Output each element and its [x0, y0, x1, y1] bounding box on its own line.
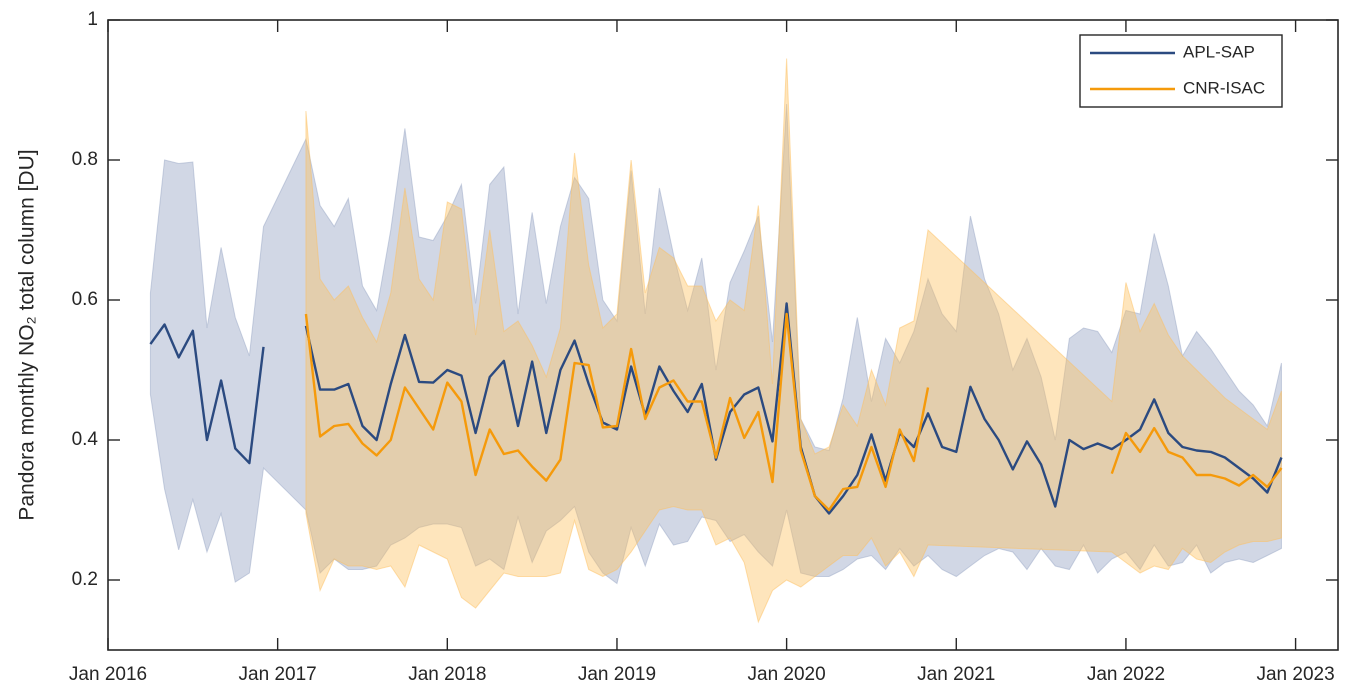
- band: [149, 103, 1282, 585]
- x-tick-label: Jan 2017: [239, 664, 317, 685]
- y-tick-label: 0.4: [72, 429, 99, 450]
- legend-label: CNR-ISAC: [1183, 78, 1265, 97]
- x-tick-label: Jan 2023: [1256, 664, 1334, 685]
- legend-label: APL-SAP: [1183, 42, 1255, 61]
- plot-frame: [107, 19, 1339, 651]
- legend-box: [1079, 34, 1283, 108]
- y-tick-label: 0.8: [72, 149, 98, 170]
- x-tick-label: Jan 2020: [748, 664, 826, 685]
- band: [305, 58, 1282, 624]
- x-tick-label: Jan 2018: [408, 664, 486, 685]
- x-tick-label: Jan 2022: [1087, 664, 1165, 685]
- x-tick-label: Jan 2016: [69, 664, 147, 685]
- x-tick-label: Jan 2021: [917, 664, 995, 685]
- x-tick-label: Jan 2019: [578, 664, 656, 685]
- y-tick-label: 1: [87, 9, 98, 30]
- series-line: [304, 312, 1283, 512]
- y-tick-label: 0.6: [72, 289, 98, 310]
- y-axis-label: Pandora monthly NO₂ total column [DU]: [16, 149, 39, 520]
- y-tick-label: 0.2: [72, 569, 98, 590]
